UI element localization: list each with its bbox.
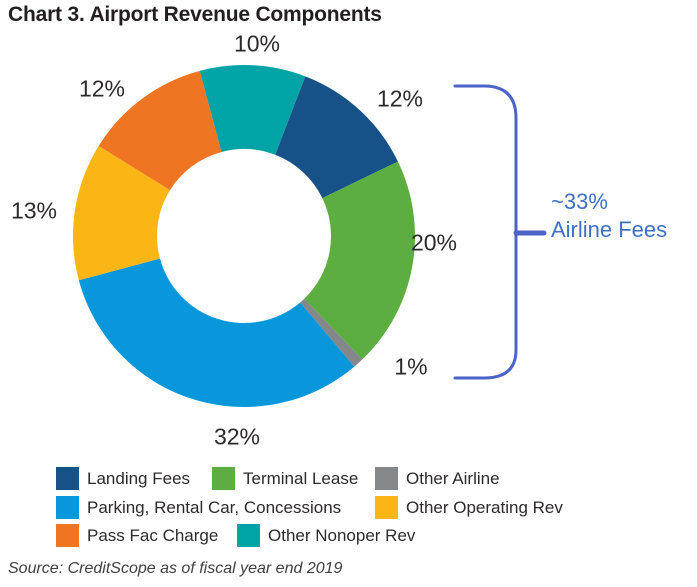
legend-label: Other Nonoper Rev bbox=[268, 525, 416, 545]
legend-label: Terminal Lease bbox=[243, 468, 359, 488]
legend-label: Pass Fac Charge bbox=[87, 525, 219, 545]
chart-title: Chart 3. Airport Revenue Components bbox=[8, 3, 382, 26]
donut-slice-other-nonoper-rev bbox=[199, 65, 306, 155]
legend-item-parking-rental-car-concessions: Parking, Rental Car, Concessions bbox=[56, 496, 341, 519]
slice-value-label: 32% bbox=[213, 423, 261, 450]
legend-swatch bbox=[56, 496, 79, 519]
slice-value-label: 13% bbox=[10, 197, 58, 224]
legend-swatch bbox=[375, 496, 398, 519]
slice-value-label: 20% bbox=[410, 229, 458, 256]
legend-swatch bbox=[212, 467, 235, 490]
annotation-percent: ~33% bbox=[551, 189, 608, 214]
legend-label: Landing Fees bbox=[87, 468, 191, 488]
airline-fees-annotation: ~33% Airline Fees bbox=[551, 188, 667, 244]
legend-label: Other Airline bbox=[406, 468, 500, 488]
legend-item-other-nonoper-rev: Other Nonoper Rev bbox=[237, 524, 415, 547]
legend-swatch bbox=[56, 467, 79, 490]
legend-swatch bbox=[237, 524, 260, 547]
slice-value-label: 12% bbox=[78, 75, 126, 102]
donut-slice-parking-rental-car-concessions bbox=[78, 258, 355, 407]
legend-label: Other Operating Rev bbox=[406, 497, 563, 517]
slice-value-label: 12% bbox=[376, 85, 424, 112]
donut-slice-other-operating-rev bbox=[73, 145, 171, 281]
source-note: Source: CreditScope as of fiscal year en… bbox=[8, 560, 343, 577]
legend-item-pass-fac-charge: Pass Fac Charge bbox=[56, 524, 218, 547]
legend-item-other-operating-rev: Other Operating Rev bbox=[375, 496, 563, 519]
donut-slice-other-airline bbox=[300, 298, 363, 367]
legend-item-terminal-lease: Terminal Lease bbox=[212, 467, 358, 490]
slice-value-label: 1% bbox=[394, 353, 428, 380]
donut-slice-landing-fees bbox=[275, 76, 398, 199]
donut-chart bbox=[73, 65, 415, 407]
legend-swatch bbox=[375, 467, 398, 490]
slice-value-label: 10% bbox=[233, 30, 281, 57]
legend-item-other-airline: Other Airline bbox=[375, 467, 500, 490]
donut-slice-pass-fac-charge bbox=[98, 70, 222, 191]
legend-swatch bbox=[56, 524, 79, 547]
legend-label: Parking, Rental Car, Concessions bbox=[87, 497, 342, 517]
legend-item-landing-fees: Landing Fees bbox=[56, 467, 190, 490]
annotation-label: Airline Fees bbox=[551, 217, 668, 242]
donut-slice-terminal-lease bbox=[304, 161, 415, 360]
